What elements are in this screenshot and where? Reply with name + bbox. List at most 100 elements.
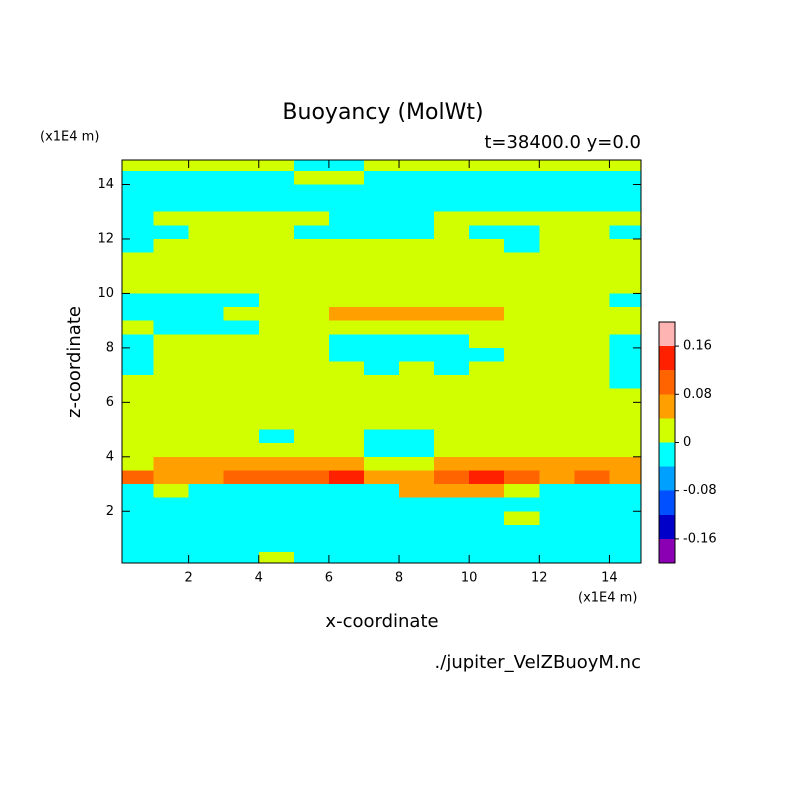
contour-cell [504,511,540,526]
contour-cell [293,429,330,444]
contour-cell [188,552,225,563]
contour-cell [399,443,435,458]
contour-cell [293,307,330,322]
contour-cell [153,524,190,539]
contour-cell [223,388,260,403]
contour-cell [188,538,225,553]
contour-cell [609,456,641,471]
contour-cell [293,184,330,199]
contour-cell [539,320,575,335]
contour-cell [399,484,435,499]
contour-cell [574,470,610,485]
contour-cell [223,279,260,294]
contour-cell [293,552,330,563]
contour-cell [434,293,470,308]
x-tick-label: 10 [461,571,478,586]
contour-cell [574,443,610,458]
contour-cell [539,334,575,349]
contour-cell [539,429,575,444]
contour-cell [399,347,435,362]
contour-cell [293,538,330,553]
contour-cell [574,334,610,349]
contour-cell [258,252,295,267]
contour-cell [122,252,155,267]
contour-cell [188,347,225,362]
contour-cell [153,511,190,526]
contour-cell [434,361,470,376]
contour-cell [223,238,260,254]
contour-cell [609,484,641,499]
x-tick-label: 2 [184,571,192,586]
contour-cell [539,497,575,512]
contour-cell [363,538,400,553]
contour-cell [399,293,435,308]
contour-cell [504,415,540,431]
contour-cell [153,497,190,512]
contour-cell [328,402,365,417]
contour-cell [258,347,295,362]
contour-cell [363,470,400,485]
contour-cell [122,279,155,294]
contour-cell [399,334,435,349]
contour-cell [293,279,330,294]
contour-cell [153,402,190,417]
contour-cell [122,524,155,539]
contour-cell [328,252,365,267]
contour-cell [504,552,540,563]
contour-cell [539,293,575,308]
contour-cell [223,307,260,322]
contour-cell [188,375,225,390]
contour-cell [223,415,260,431]
contour-cell [293,402,330,417]
contour-cell [609,375,641,390]
contour-cell [574,238,610,254]
contour-cell [153,429,190,444]
contour-cell [328,538,365,553]
y-axis-label: z-coordinate [64,306,85,418]
contour-cell [574,552,610,563]
contour-cell [328,497,365,512]
contour-cell [609,320,641,335]
contour-cell [434,402,470,417]
contour-cell [122,470,155,485]
contour-cell [609,497,641,512]
contour-cell [293,524,330,539]
contour-cell [574,279,610,294]
contour-cell [434,238,470,254]
contour-cell [399,375,435,390]
contour-cell [293,375,330,390]
contour-cell [434,456,470,471]
contour-cell [434,511,470,526]
contour-cell [504,238,540,254]
contour-cell [293,347,330,362]
contour-cell [188,198,225,213]
contour-cell [469,211,505,226]
contour-cell [293,160,330,172]
contour-cell [399,402,435,417]
colorbar-frame [658,321,676,564]
contour-cell [504,524,540,539]
contour-cell [504,497,540,512]
contour-cell [122,320,155,335]
contour-cell [574,160,610,172]
contour-cell [469,538,505,553]
contour-cell [122,456,155,471]
colorbar-swatch [659,394,675,419]
contour-cell [434,170,470,186]
contour-cell [258,238,295,254]
contour-cell [504,170,540,186]
contour-cell [469,443,505,458]
contour-cell [469,456,505,471]
contour-cell [469,320,505,335]
contour-cell [258,170,295,186]
contour-cell [434,375,470,390]
contour-cell [504,429,540,444]
contour-cell [363,347,400,362]
contour-cell [223,497,260,512]
contour-cell [434,320,470,335]
contour-cell [399,415,435,431]
contour-cell [399,160,435,172]
contour-cell [574,429,610,444]
contour-cell [539,211,575,226]
contour-cell [434,443,470,458]
